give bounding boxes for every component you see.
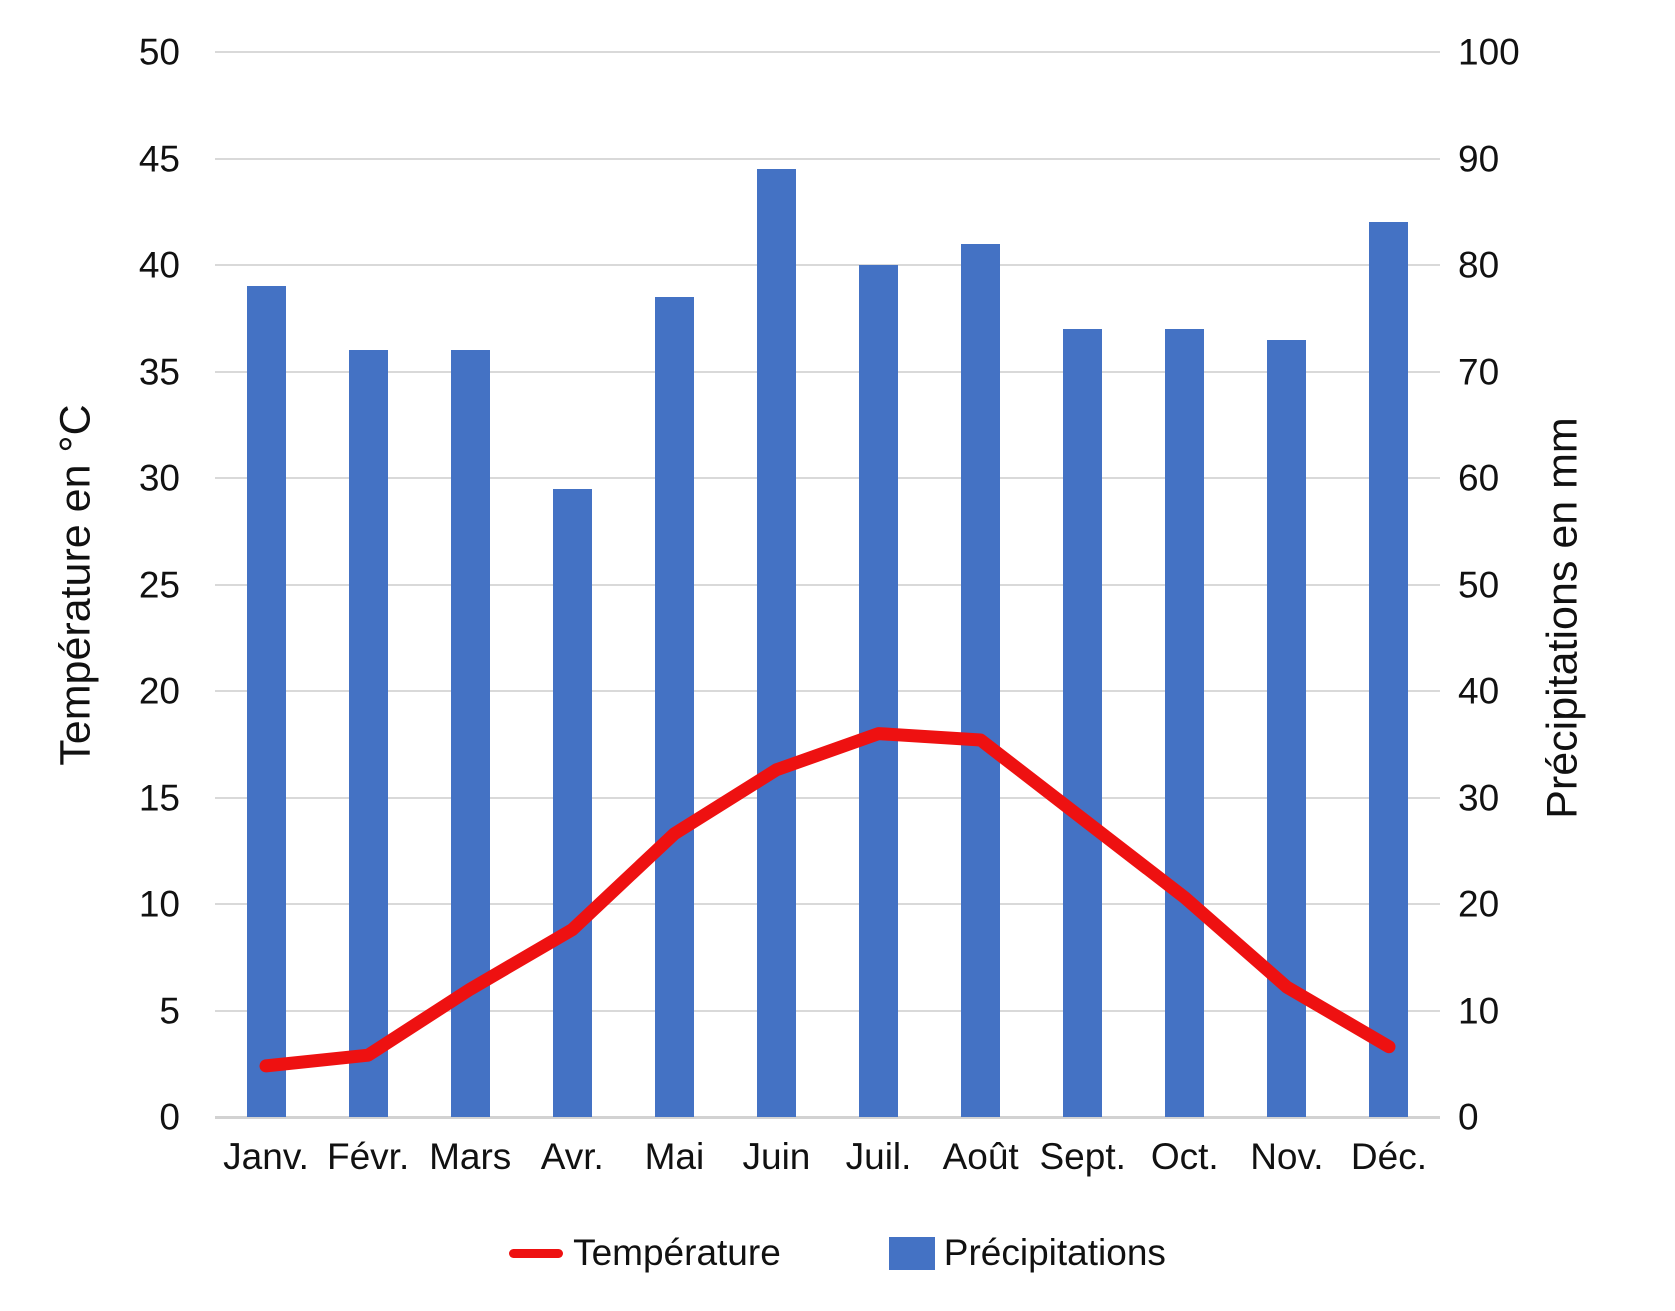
x-axis-label-3: Mars bbox=[429, 1136, 512, 1177]
precipitation-bar-Janv. bbox=[246, 286, 286, 1117]
precipitation-bar-Juil. bbox=[859, 265, 899, 1117]
legend-label-precipitations: Précipitations bbox=[943, 1232, 1166, 1273]
temperature-line-swatch-icon bbox=[509, 1248, 564, 1258]
left-axis-title: Température en °C bbox=[51, 404, 100, 766]
left-axis-ticks: 0 5 10 15 20 25 30 35 40 45 50 bbox=[0, 34, 180, 1136]
x-axis-label-7: Juil. bbox=[845, 1136, 912, 1177]
legend-item-precipitations: Précipitations bbox=[888, 1232, 1166, 1274]
precipitation-bar-Juin bbox=[756, 169, 796, 1117]
left-axis-tick-label: 25 bbox=[138, 564, 180, 605]
right-axis-tick-label: 40 bbox=[1458, 670, 1500, 712]
x-axis-label-4: Avr. bbox=[540, 1136, 604, 1177]
precipitation-bar-Mai bbox=[654, 296, 694, 1117]
x-axis-label-10: Oct. bbox=[1150, 1136, 1219, 1177]
right-axis-tick-label: 30 bbox=[1458, 777, 1500, 818]
gridline-25 bbox=[215, 583, 1440, 586]
right-axis-tick-label: 10 bbox=[1458, 990, 1500, 1031]
right-axis-ticks: 0 10 20 30 40 50 60 70 80 90 100 bbox=[1458, 34, 1598, 1136]
precipitation-bar-Avr. bbox=[552, 488, 592, 1117]
x-axis-label-11: Nov. bbox=[1250, 1136, 1324, 1177]
right-axis-tick-label: 90 bbox=[1458, 138, 1500, 179]
right-axis-tick-label: 100 bbox=[1458, 31, 1520, 73]
x-axis-labels: Janv. Févr. Mars Avr. Mai Juin Juil. Août Sept. O… bbox=[215, 1136, 1440, 1184]
left-axis-tick-label: 40 bbox=[138, 244, 180, 286]
gridline-15 bbox=[215, 796, 1440, 799]
right-axis-tick-label: 50 bbox=[1458, 564, 1500, 605]
precipitation-bar-Août bbox=[961, 243, 1001, 1117]
precipitation-box-swatch-icon bbox=[888, 1236, 935, 1270]
precipitation-bar-Déc. bbox=[1369, 222, 1409, 1117]
x-axis-label-2: Févr. bbox=[327, 1136, 410, 1177]
left-axis-tick-label: 45 bbox=[138, 138, 180, 179]
left-axis-tick-label: 5 bbox=[159, 990, 180, 1031]
x-axis-label-8: Août bbox=[942, 1136, 1019, 1177]
precipitation-bar-Févr. bbox=[348, 350, 388, 1117]
gridline-50 bbox=[215, 51, 1440, 53]
x-axis-label-12: Déc. bbox=[1350, 1136, 1427, 1177]
right-axis-tick-label: 60 bbox=[1458, 457, 1500, 499]
right-axis-tick-label: 80 bbox=[1458, 244, 1500, 286]
legend-label-temperature: Température bbox=[573, 1232, 781, 1273]
left-axis-tick-label: 50 bbox=[138, 31, 180, 73]
gridline-40 bbox=[215, 264, 1440, 266]
legend: Température Précipitations bbox=[0, 1232, 1675, 1274]
right-axis-title: Précipitations en mm bbox=[1538, 417, 1587, 819]
gridline-45 bbox=[215, 157, 1440, 160]
left-axis-tick-label: 30 bbox=[138, 457, 180, 499]
gridline-35 bbox=[215, 370, 1440, 373]
precipitation-bar-Sept. bbox=[1063, 328, 1103, 1117]
x-axis-label-5: Mai bbox=[644, 1136, 705, 1177]
x-axis-label-1: Janv. bbox=[223, 1136, 309, 1177]
gridline-5 bbox=[215, 1009, 1440, 1012]
plot-area bbox=[215, 51, 1440, 1119]
gridline-10 bbox=[215, 903, 1440, 905]
gridline-20 bbox=[215, 690, 1440, 692]
left-axis-tick-label: 10 bbox=[138, 883, 180, 925]
gridline-0 bbox=[215, 1116, 1440, 1119]
temperature-line-layer bbox=[259, 727, 1396, 1073]
right-axis-tick-label: 70 bbox=[1458, 351, 1500, 392]
temperature-line bbox=[259, 727, 1396, 1073]
left-axis-tick-label: 20 bbox=[138, 670, 180, 712]
right-axis-tick-label: 20 bbox=[1458, 883, 1500, 925]
left-axis-tick-label: 15 bbox=[138, 777, 180, 818]
left-axis-tick-label: 35 bbox=[138, 351, 180, 392]
left-axis-tick-label: 0 bbox=[159, 1096, 180, 1138]
gridline-30 bbox=[215, 477, 1440, 479]
x-axis-label-6: Juin bbox=[742, 1136, 811, 1177]
legend-item-temperature: Température bbox=[509, 1232, 781, 1274]
precipitation-bar-Oct. bbox=[1165, 328, 1205, 1117]
x-axis-label-9: Sept. bbox=[1039, 1136, 1126, 1177]
right-axis-tick-label: 0 bbox=[1458, 1096, 1479, 1138]
